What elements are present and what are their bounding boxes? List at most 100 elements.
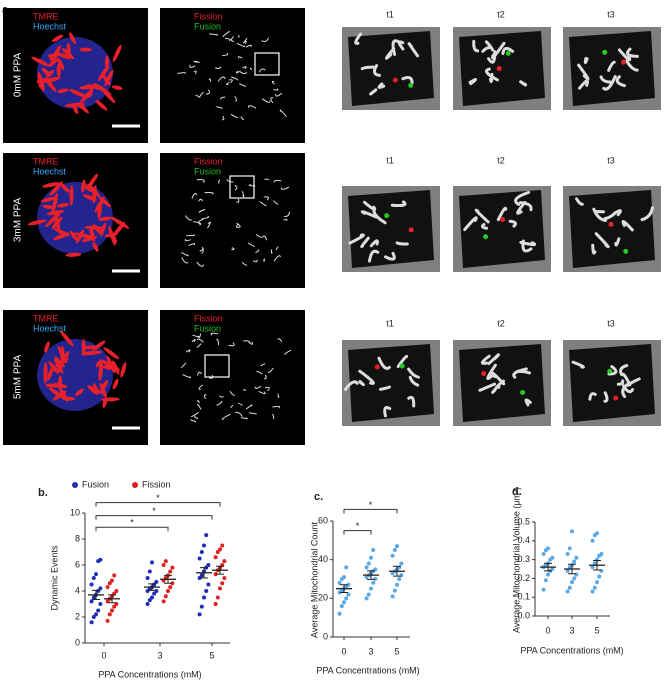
significance-label: * — [152, 506, 156, 516]
mitochondria — [88, 385, 103, 394]
mito-render — [491, 384, 501, 394]
y-tick-label: 20 — [318, 593, 328, 603]
mitochondria — [98, 216, 112, 221]
mito-skeleton — [241, 261, 248, 266]
mito-skeleton — [226, 178, 234, 183]
mito-render — [484, 40, 495, 52]
mito-render — [621, 220, 634, 232]
error-bar — [92, 589, 100, 600]
mito-skeleton — [222, 52, 229, 57]
mitochondria — [69, 230, 78, 241]
mito-render — [575, 197, 584, 206]
data-point — [150, 560, 154, 565]
error-bar — [200, 567, 208, 579]
mito-render — [487, 50, 497, 64]
legend-swatch — [72, 482, 78, 488]
mito-render — [360, 236, 370, 249]
stain-label: Hoechst — [33, 21, 67, 31]
mitochondria — [57, 52, 72, 60]
data-point — [599, 551, 604, 556]
data-point — [166, 589, 170, 593]
stain-label: Hoechst — [33, 166, 67, 176]
data-point — [220, 543, 225, 548]
data-point — [213, 572, 218, 577]
mito-skeleton — [272, 405, 281, 409]
mito-skeleton — [230, 113, 238, 119]
mito-skeleton — [197, 333, 201, 338]
data-point — [168, 585, 173, 590]
mito-render — [578, 79, 589, 90]
time-label: t1 — [386, 155, 394, 165]
mito-skeleton — [239, 83, 247, 87]
mito-render — [626, 377, 641, 387]
mitochondria — [56, 64, 61, 78]
mito-render — [519, 80, 528, 87]
mito-render — [602, 74, 617, 91]
stain-label: TMRE — [33, 313, 59, 323]
mito-skeleton — [267, 367, 274, 373]
mito-render — [613, 209, 622, 217]
mito-skeleton — [197, 338, 204, 343]
significance-bracket — [95, 526, 169, 532]
mito-render — [514, 190, 531, 206]
time-label: t3 — [607, 155, 615, 165]
data-point — [222, 576, 227, 580]
mito-render — [625, 59, 639, 72]
data-point — [170, 565, 175, 570]
data-point — [337, 611, 342, 616]
mito-skeleton — [263, 258, 266, 263]
x-tick-label: 0 — [101, 650, 106, 660]
data-point — [543, 578, 548, 583]
data-point — [572, 576, 577, 581]
mitochondria — [59, 330, 74, 347]
mito-skeleton — [261, 37, 269, 43]
mitochondria — [44, 76, 61, 83]
mito-skeleton — [247, 242, 256, 248]
mitochondria — [81, 338, 86, 357]
data-point — [202, 595, 206, 600]
mitochondria — [51, 45, 61, 63]
x-axis-label: PPA Concentrations (mM) — [520, 645, 623, 655]
mito-skeleton — [197, 371, 203, 376]
mito-render — [508, 219, 517, 228]
mitochondria — [56, 202, 70, 208]
data-point — [390, 594, 395, 599]
mito-skeleton — [228, 79, 233, 84]
mitochondria — [98, 196, 112, 208]
data-point — [541, 551, 546, 556]
fission-event — [374, 364, 380, 370]
mito-skeleton — [221, 413, 231, 420]
fusion-event — [520, 390, 526, 396]
mito-skeleton — [225, 37, 231, 42]
mito-skeleton — [242, 66, 247, 69]
y-tick-label: 60 — [318, 515, 328, 525]
mito-skeleton — [191, 193, 198, 199]
data-point — [364, 596, 369, 601]
mito-render — [360, 65, 375, 71]
data-point — [342, 575, 346, 580]
mito-render — [491, 371, 506, 386]
mito-skeleton — [193, 60, 200, 64]
mitochondria — [83, 345, 96, 350]
mito-skeleton — [248, 105, 257, 109]
mito-skeleton — [230, 76, 239, 81]
x-tick-label: 5 — [209, 650, 214, 660]
fusion-event — [399, 363, 405, 369]
y-tick-label: 4 — [75, 585, 80, 595]
mito-skeleton — [273, 255, 281, 262]
significance-bracket — [343, 508, 398, 514]
mito-skeleton — [248, 341, 253, 345]
data-point — [565, 568, 570, 573]
mito-skeleton — [209, 33, 219, 36]
mitochondria — [79, 47, 92, 52]
mito-skeleton — [206, 89, 211, 95]
mito-skeleton — [201, 248, 204, 254]
mito-skeleton — [255, 249, 260, 254]
data-point — [395, 544, 399, 549]
x-tick-label: 3 — [569, 625, 574, 635]
mito-skeleton — [284, 211, 291, 218]
mitochondria — [95, 359, 104, 368]
mito-skeleton — [261, 98, 271, 103]
mito-skeleton — [254, 385, 262, 389]
error-bar — [148, 583, 156, 591]
